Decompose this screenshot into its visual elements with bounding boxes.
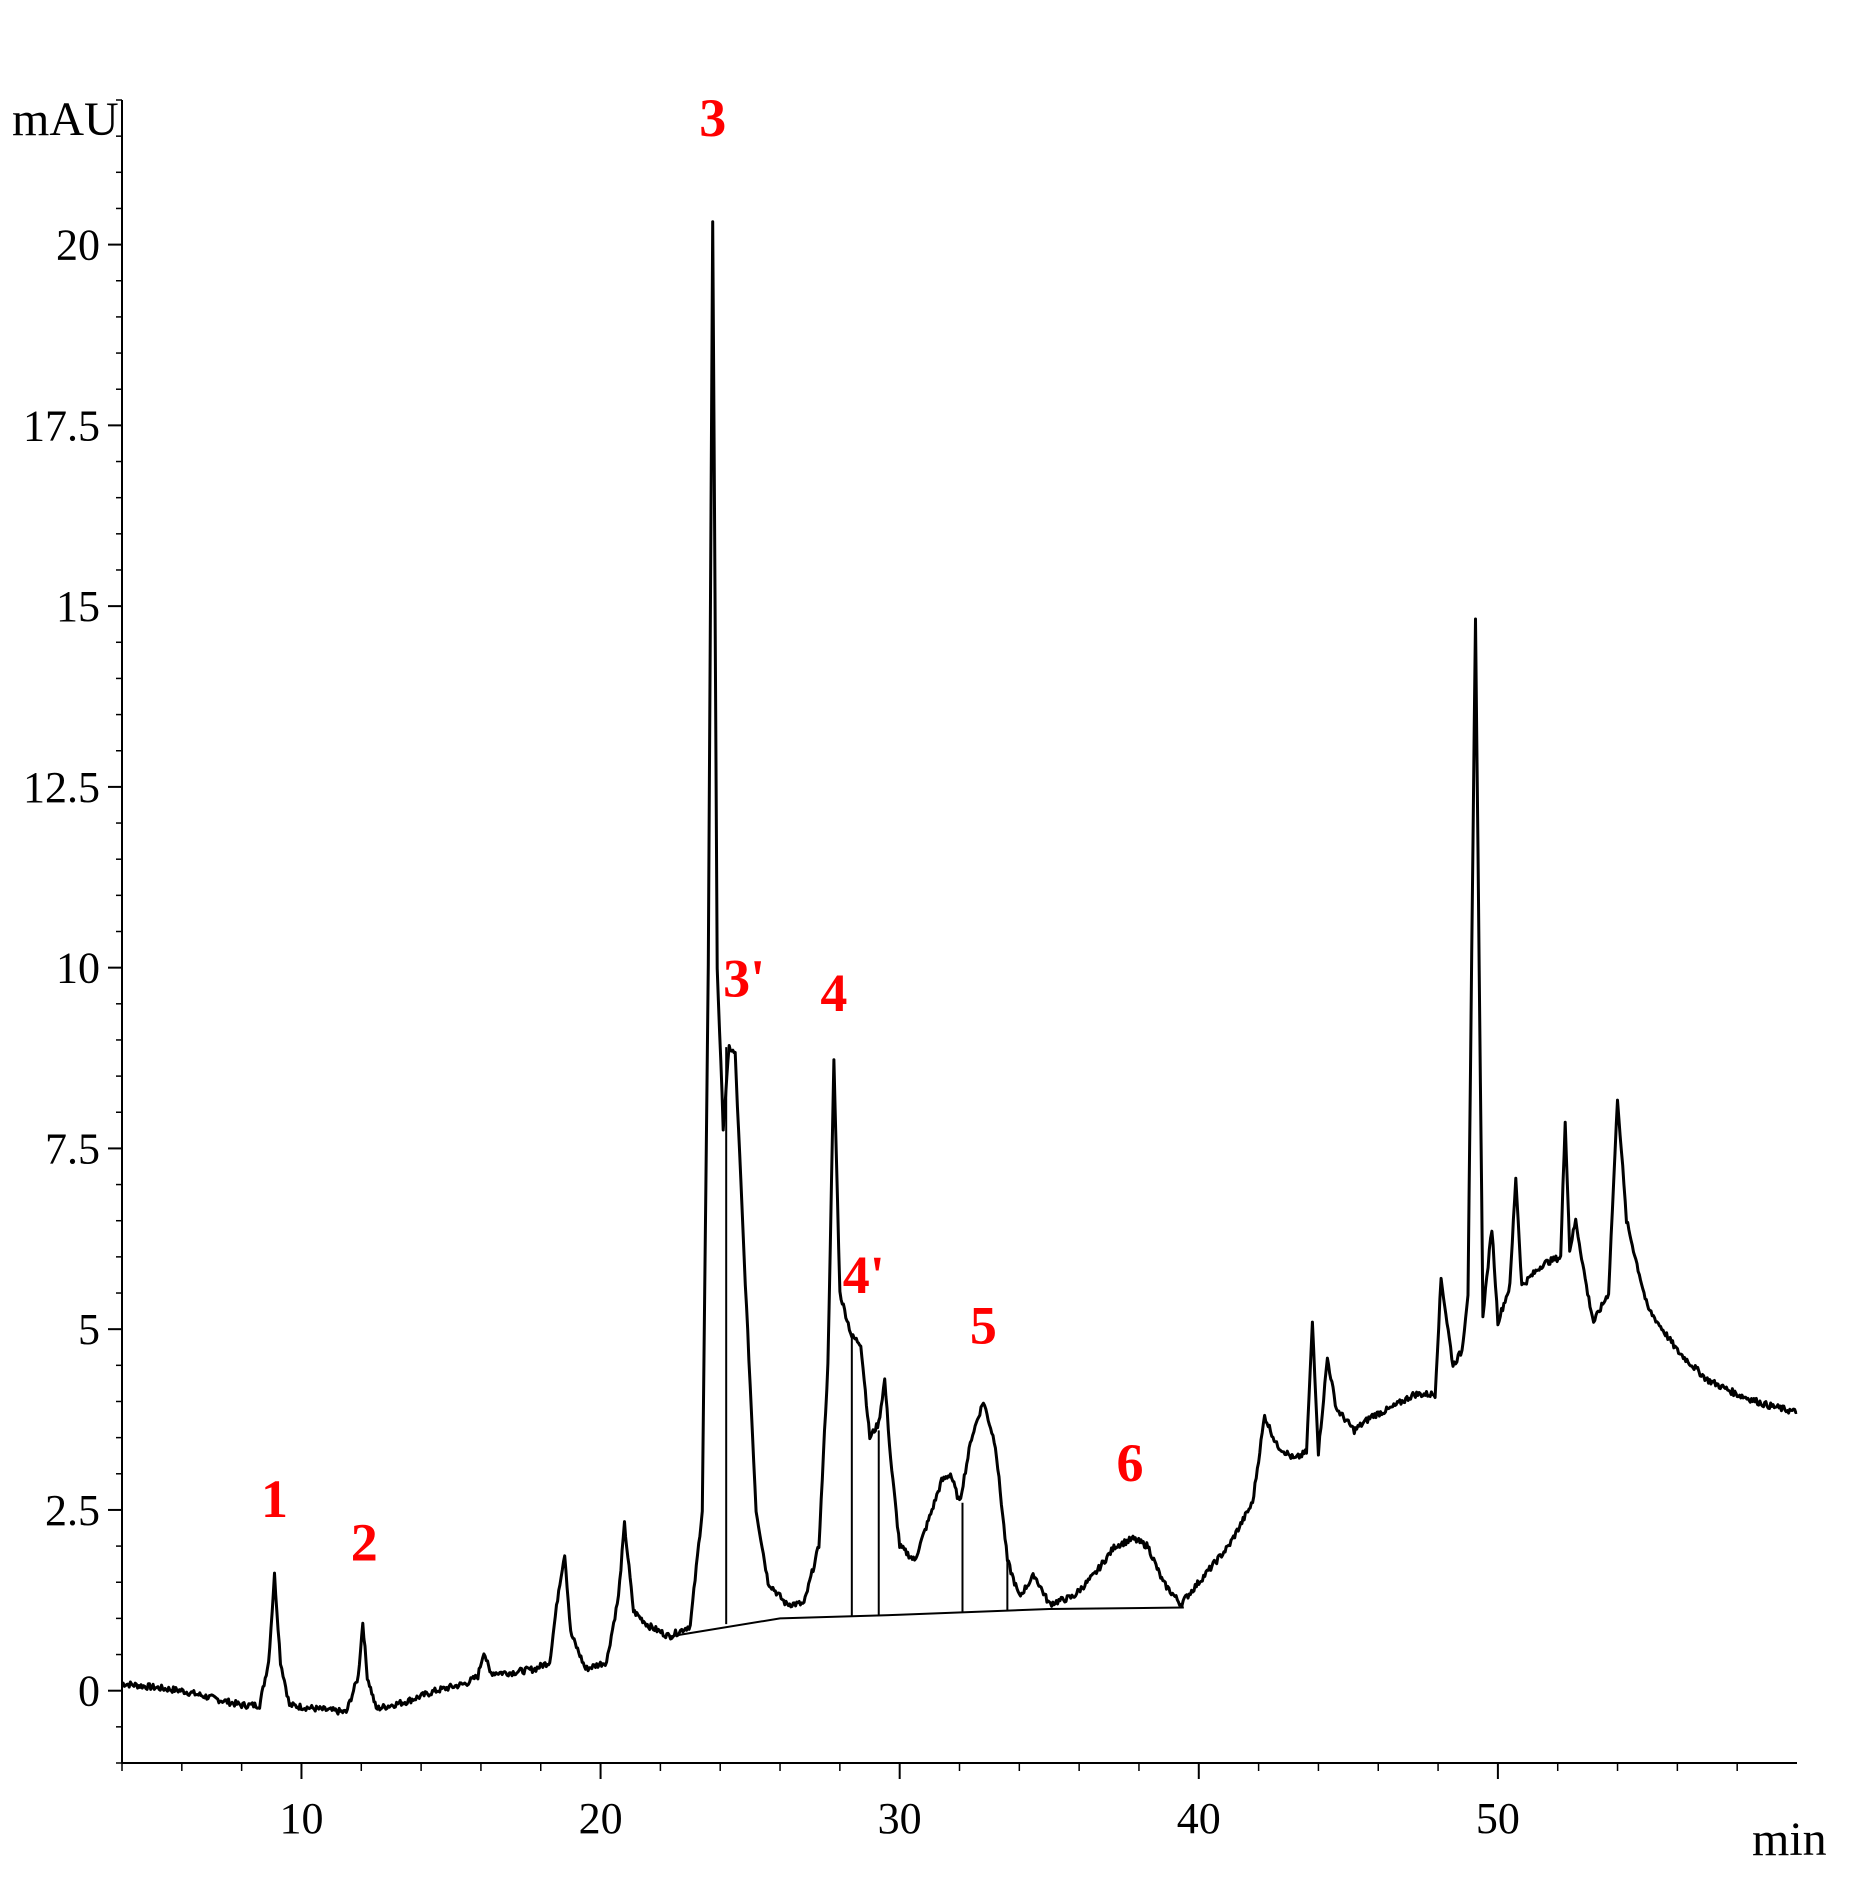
integration-baseline-layer [669,1047,1184,1638]
peak-label: 4 [820,963,847,1023]
y-tick-label: 15 [56,582,100,631]
chromatogram-trace [121,220,1798,1716]
y-tick-label: 2.5 [45,1486,100,1535]
peak-label: 2 [351,1513,378,1573]
y-axis-ticks: 0 2.5 5 7.5 10 12.5 15 17.5 20 [23,99,122,1764]
y-tick-label: 12.5 [23,763,100,812]
peak-label: 6 [1116,1433,1143,1493]
y-tick-label: 0 [78,1667,100,1716]
x-tick-label: 10 [279,1794,323,1843]
y-axis-unit-label: mAU [12,93,119,146]
y-tick-label: 5 [78,1305,100,1354]
peak-label-layer: 1 2 3 3' 4 4' 5 6 [261,88,1143,1572]
peak-label: 4' [843,1245,885,1305]
peak-label: 1 [261,1469,288,1529]
y-tick-label: 7.5 [45,1124,100,1173]
x-tick-label: 20 [579,1794,623,1843]
integration-baseline [669,1606,1184,1638]
x-axis-ticks: 10 20 30 40 50 [121,1763,1738,1843]
peak-label: 5 [970,1296,997,1356]
peak-label: 3 [699,88,726,148]
trace-layer [121,220,1798,1716]
x-tick-label: 40 [1177,1794,1221,1843]
x-tick-label: 50 [1476,1794,1520,1843]
x-axis-unit-label: min [1752,1813,1827,1866]
x-tick-label: 30 [878,1794,922,1843]
y-tick-label: 10 [56,944,100,993]
peak-label: 3' [723,949,765,1009]
y-tick-label: 17.5 [23,401,100,450]
y-tick-label: 20 [56,221,100,270]
